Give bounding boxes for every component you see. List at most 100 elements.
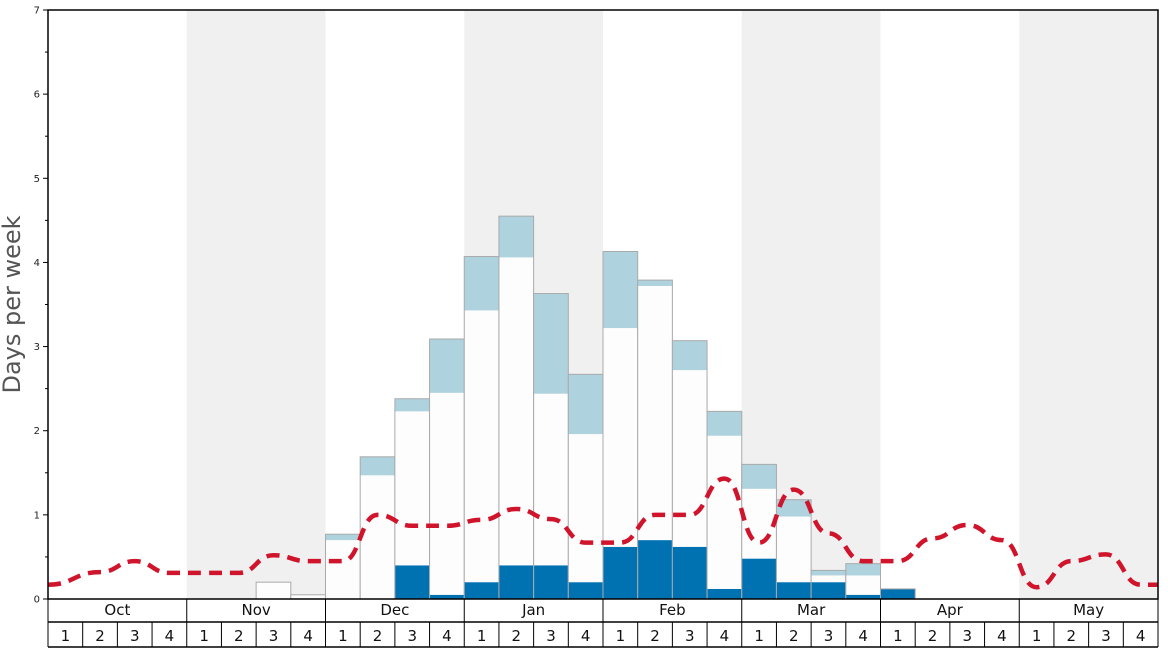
y-axis-label: Days per week xyxy=(0,215,26,393)
week-label: 3 xyxy=(685,627,695,645)
bar-segment-white xyxy=(290,594,326,599)
bar-segment-dark-blue xyxy=(533,565,569,599)
month-shade-band xyxy=(186,10,326,599)
bar-segment-light-blue xyxy=(707,411,742,436)
week-label: 2 xyxy=(234,627,244,645)
bar-segment-light-blue xyxy=(429,338,465,393)
y-tick-label: 0 xyxy=(34,595,40,606)
week-label: 1 xyxy=(477,627,487,645)
bar-segment-light-blue xyxy=(394,398,430,412)
bar-segment-white xyxy=(603,328,638,547)
week-label: 2 xyxy=(928,627,938,645)
bar-segment-dark-blue xyxy=(394,565,430,599)
week-label: 2 xyxy=(512,627,522,645)
bar-segment-light-blue xyxy=(811,570,846,576)
bar-segment-dark-blue xyxy=(672,546,708,599)
y-tick-label: 3 xyxy=(34,342,40,353)
bar-segment-white xyxy=(464,310,499,583)
week-label: 3 xyxy=(824,627,834,645)
bar-segment-dark-blue xyxy=(464,582,499,599)
week-label: 3 xyxy=(407,627,417,645)
bar-segment-white xyxy=(394,411,430,566)
week-label: 1 xyxy=(893,627,903,645)
bar-segment-white xyxy=(360,475,395,599)
bar-segment-white xyxy=(776,516,812,583)
bar-segment-white xyxy=(811,575,846,583)
bar-segment-dark-blue xyxy=(811,582,846,599)
week-label: 1 xyxy=(1032,627,1042,645)
bar-segment-light-blue xyxy=(672,340,708,371)
y-tick-label: 1 xyxy=(34,510,40,521)
week-label: 4 xyxy=(720,627,730,645)
bar-segment-white xyxy=(429,392,465,595)
bar-segment-light-blue xyxy=(568,374,603,435)
week-label: 4 xyxy=(1136,627,1146,645)
week-label: 2 xyxy=(650,627,660,645)
month-label: Apr xyxy=(937,601,964,619)
bar-segment-white xyxy=(498,257,534,566)
month-shade-band xyxy=(1019,10,1158,599)
bar-segment-dark-blue xyxy=(429,594,465,599)
bar-segment-dark-blue xyxy=(776,582,812,599)
month-label: May xyxy=(1073,601,1104,619)
week-label: 4 xyxy=(581,627,591,645)
month-label: Mar xyxy=(797,601,826,619)
week-label: 1 xyxy=(754,627,764,645)
week-label: 3 xyxy=(130,627,140,645)
y-tick-label: 6 xyxy=(34,90,40,101)
week-label: 4 xyxy=(858,627,868,645)
week-label: 2 xyxy=(789,627,799,645)
bar-segment-white xyxy=(637,285,673,541)
y-tick-label: 7 xyxy=(34,6,40,17)
week-label: 2 xyxy=(1067,627,1077,645)
y-tick-label: 5 xyxy=(34,174,40,185)
bar-segment-dark-blue xyxy=(845,594,881,599)
bar-segment-white xyxy=(845,575,881,595)
week-label: 3 xyxy=(1101,627,1111,645)
bar-segment-white xyxy=(533,393,569,566)
bar-segment-dark-blue xyxy=(568,582,603,599)
month-label: Nov xyxy=(241,601,270,619)
week-label: 4 xyxy=(303,627,313,645)
week-label: 4 xyxy=(442,627,452,645)
bar-segment-white xyxy=(256,582,291,599)
week-label: 3 xyxy=(269,627,279,645)
bar-segment-light-blue xyxy=(603,251,638,329)
week-label: 3 xyxy=(962,627,972,645)
bar-segment-light-blue xyxy=(845,563,881,576)
bar-segment-white xyxy=(568,434,603,583)
week-label: 4 xyxy=(165,627,175,645)
week-label: 1 xyxy=(616,627,626,645)
week-label: 3 xyxy=(546,627,556,645)
month-label: Feb xyxy=(659,601,686,619)
bar-segment-dark-blue xyxy=(741,558,777,599)
bar-segment-light-blue xyxy=(533,293,569,394)
bar-segment-white xyxy=(707,435,742,589)
bar-segment-light-blue xyxy=(776,499,812,517)
bar-segment-dark-blue xyxy=(603,546,638,599)
week-label: 1 xyxy=(338,627,348,645)
week-label: 4 xyxy=(997,627,1007,645)
bar-segment-white xyxy=(741,488,777,559)
week-label: 2 xyxy=(95,627,105,645)
week-label: 1 xyxy=(199,627,209,645)
bar-segment-light-blue xyxy=(498,216,534,258)
month-label: Oct xyxy=(104,601,130,619)
bar-segment-dark-blue xyxy=(498,565,534,599)
bar-segment-white xyxy=(672,370,708,547)
bar-segment-light-blue xyxy=(637,280,673,286)
week-label: 1 xyxy=(61,627,71,645)
month-label: Dec xyxy=(380,601,409,619)
bar-segment-light-blue xyxy=(360,456,395,476)
bar-segment-light-blue xyxy=(741,464,777,489)
month-label: Jan xyxy=(521,601,545,619)
bar-segment-dark-blue xyxy=(637,540,673,599)
week-label: 2 xyxy=(373,627,383,645)
dashed-average-line xyxy=(47,476,1158,590)
y-tick-label: 2 xyxy=(34,426,40,437)
bar-segment-light-blue xyxy=(464,256,499,311)
bar-segment-light-blue xyxy=(325,534,361,541)
bar-segment-dark-blue xyxy=(707,588,742,599)
